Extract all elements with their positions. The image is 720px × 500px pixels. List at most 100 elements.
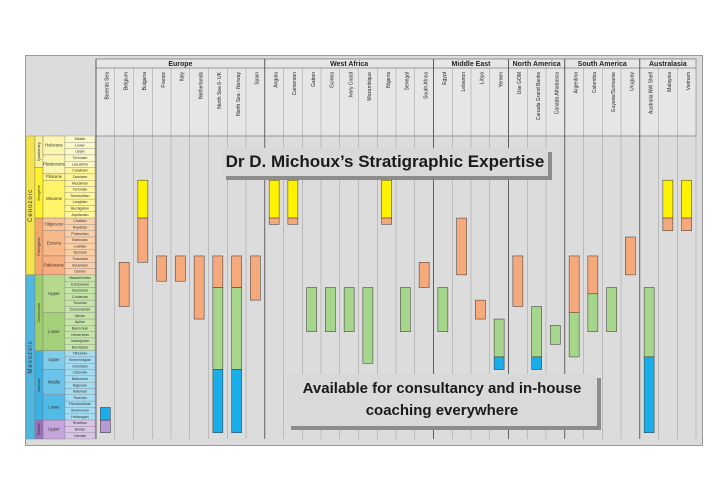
stage-label: Calabrian xyxy=(72,169,87,173)
expertise-bar xyxy=(643,287,655,358)
expertise-bar xyxy=(681,179,692,219)
expertise-bar xyxy=(325,287,336,332)
stage-label: Middle xyxy=(75,137,86,141)
expertise-bar xyxy=(531,306,542,358)
stage-label: Serravallian xyxy=(71,194,90,198)
epoch-label: Upper xyxy=(48,427,60,432)
stage-label: Valanginian xyxy=(71,339,90,343)
country-label: Mozambique xyxy=(367,72,373,101)
stage-label: Lower xyxy=(75,143,86,147)
country-label: Netherlands xyxy=(198,72,204,99)
country-label: Cameroon xyxy=(292,72,298,96)
expertise-bar xyxy=(100,407,111,421)
expertise-bar xyxy=(568,255,580,313)
stage-label: Chattian xyxy=(73,219,86,223)
expertise-bar xyxy=(137,179,149,219)
stage-label: Upper xyxy=(75,150,86,154)
expertise-bar xyxy=(362,287,374,364)
expertise-bar xyxy=(400,287,411,332)
expertise-bar xyxy=(587,255,599,295)
consultancy-line-1: Available for consultancy and in-house xyxy=(302,380,582,397)
stage-label: Bajocian xyxy=(73,383,87,387)
expertise-bar xyxy=(512,255,524,307)
expertise-bar xyxy=(343,287,355,332)
stage-label: Barremian xyxy=(72,326,89,330)
epoch-label: Paleocene xyxy=(44,263,64,268)
stage-label: Bartonian xyxy=(72,238,87,242)
epoch-label: Lower xyxy=(48,405,60,410)
stage-label: Bathonian xyxy=(72,377,88,381)
stratigraphic-chart: Cenozoic Mesozoic Quaternary Neogene Paleoge… xyxy=(26,58,697,440)
expertise-bar xyxy=(175,255,186,282)
region-label: Australasia xyxy=(649,61,687,68)
epoch-label: Upper xyxy=(48,291,60,296)
stage-label: Lutetian xyxy=(74,244,87,248)
country-label: Australia NW Shelf xyxy=(648,71,654,114)
stage-label: Danian xyxy=(74,270,85,274)
epoch-label: Miocene xyxy=(46,196,62,201)
stage-label: Messinian xyxy=(72,181,88,185)
headline-banner: Dr D. Michoux’s Stratigraphic Expertise xyxy=(222,148,548,176)
country-label: Italy xyxy=(180,72,186,82)
country-label: Belgium xyxy=(123,72,129,90)
epoch-label: Oligocene xyxy=(45,221,65,226)
stage-label: Berriasian xyxy=(72,345,88,349)
country-label: France xyxy=(161,72,167,88)
chart-frame: Cenozoic Mesozoic Quaternary Neogene Paleoge… xyxy=(25,55,703,446)
country-label: Canada Grand Banks xyxy=(536,72,542,121)
expertise-bar xyxy=(662,179,674,219)
era-label: Cenozoic xyxy=(28,189,34,222)
expertise-bar xyxy=(156,255,167,282)
expertise-bar xyxy=(231,255,242,288)
stage-label: Tortonian xyxy=(73,156,88,160)
region-label: North America xyxy=(513,61,561,68)
stage-label: Aquitanian xyxy=(72,213,89,217)
expertise-bar xyxy=(212,369,224,433)
stage-label: Carnian xyxy=(74,434,87,438)
expertise-bar xyxy=(268,217,280,225)
period-label: Triassic xyxy=(37,423,41,436)
stage-label: Callovian xyxy=(73,371,88,375)
expertise-bar xyxy=(381,179,392,219)
expertise-bar xyxy=(250,255,261,301)
country-label: Guyane/Suriname xyxy=(611,72,617,113)
expertise-bar xyxy=(606,287,617,332)
expertise-bar xyxy=(212,287,224,370)
stage-label: Burdigalian xyxy=(71,207,89,211)
stage-label: Albian xyxy=(75,314,85,318)
period-label: Paleogene xyxy=(37,237,41,255)
expertise-bar xyxy=(625,236,636,276)
country-label: Bulgaria xyxy=(142,72,148,91)
country-label: South Africa xyxy=(423,72,429,99)
stage-label: Turonian xyxy=(73,301,87,305)
expertise-bar xyxy=(193,255,205,320)
expertise-bar xyxy=(550,325,561,345)
period-label: Cretaceous xyxy=(37,303,41,323)
expertise-bar xyxy=(587,293,599,332)
country-label: Yemen xyxy=(498,72,504,88)
expertise-bar xyxy=(137,217,149,263)
expertise-bar xyxy=(212,255,224,288)
expertise-bar xyxy=(231,369,242,433)
stage-label: Oxfordian xyxy=(72,364,88,368)
consultancy-banner: Available for consultancy and in-house c… xyxy=(287,374,597,426)
stage-label: Selandian xyxy=(72,263,88,267)
period-label: Quaternary xyxy=(37,142,41,161)
stage-label: Zanclean xyxy=(73,175,88,179)
country-label: Colombia xyxy=(592,72,598,93)
country-label: Vietnam xyxy=(686,72,692,90)
stage-cell xyxy=(64,432,96,440)
country-label: Ivory Coast xyxy=(348,71,354,97)
stage-label: Kimmeridgian xyxy=(69,358,91,362)
stage-label: Langhian xyxy=(73,200,88,204)
country-label: Senegal xyxy=(405,72,411,90)
expertise-bar xyxy=(118,262,130,307)
region-label: West Africa xyxy=(330,61,368,68)
country-label: Libya xyxy=(480,72,486,84)
expertise-bar xyxy=(437,287,449,332)
epoch-label: Lower xyxy=(48,329,60,334)
region-label: Middle East xyxy=(452,61,492,68)
stage-label: Pliensbachian xyxy=(69,402,91,406)
country-label: Lebanon xyxy=(461,72,467,92)
stage-label: Aalenian xyxy=(73,390,87,394)
